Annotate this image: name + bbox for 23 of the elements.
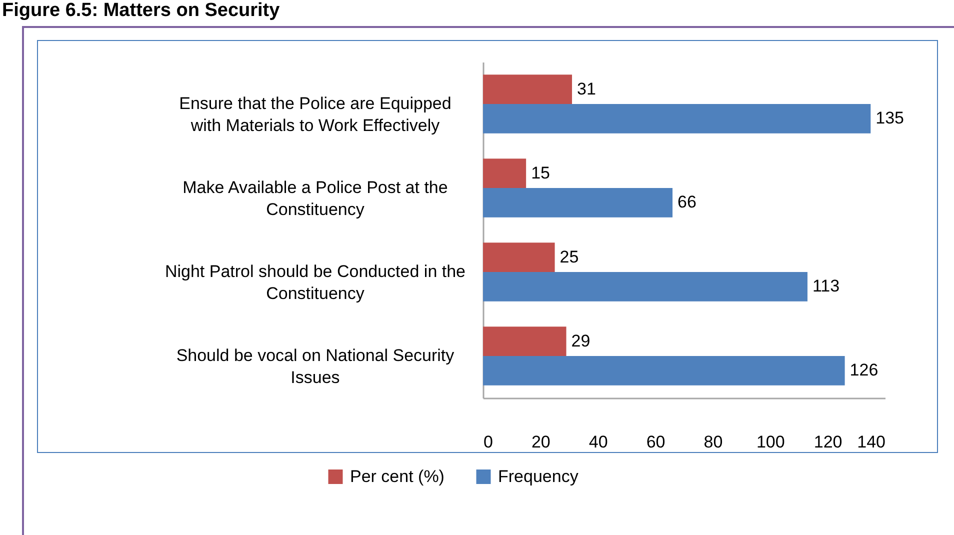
data-label: 29	[571, 331, 590, 350]
x-tick-label: 20	[531, 432, 550, 452]
legend-label: Per cent (%)	[350, 466, 444, 486]
y-tick-label: Night Patrol should be Conducted in the Constituency	[164, 262, 466, 303]
x-tick-label: 140	[857, 432, 886, 452]
y-tick-label: Should be vocal on National Security Issues	[176, 346, 455, 387]
data-label: 135	[876, 108, 904, 128]
data-label: 126	[850, 360, 878, 380]
data-label: 31	[577, 79, 596, 98]
x-tick-label: 100	[756, 432, 785, 452]
x-tick-label: 80	[704, 432, 723, 452]
data-label: 15	[531, 163, 550, 182]
x-tick-label: 120	[814, 432, 842, 452]
legend-label: Frequency	[498, 466, 579, 486]
data-label: 113	[812, 276, 840, 296]
y-tick-label: Ensure that the Police are Equipped with Materials to Work Effectively	[179, 94, 452, 135]
data-label: 66	[678, 192, 696, 212]
x-tick-label: 60	[646, 432, 666, 452]
data-label: 25	[560, 247, 579, 266]
x-tick-label: 0	[484, 432, 493, 452]
y-tick-label: Make Available a Police Post at the Constituency	[182, 178, 448, 219]
text: Figure 6.5: Matters on Security	[2, 0, 280, 22]
x-tick-label: 40	[588, 432, 608, 452]
